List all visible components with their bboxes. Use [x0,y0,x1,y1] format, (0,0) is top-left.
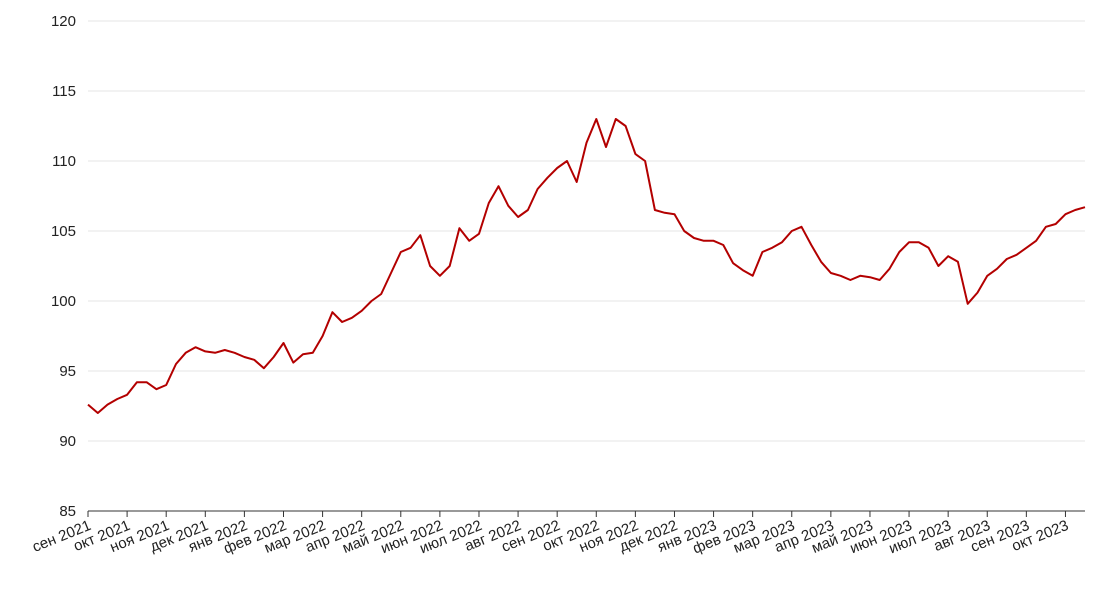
y-tick-label: 120 [51,13,76,30]
y-tick-label: 100 [51,293,76,310]
line-series [87,118,1086,414]
y-tick-label: 90 [59,433,76,450]
y-tick-label: 110 [52,153,76,170]
y-tick-label: 85 [59,503,76,520]
y-tick-label: 95 [59,363,76,380]
y-tick-label: 105 [51,223,76,240]
y-tick-label: 115 [52,83,76,100]
